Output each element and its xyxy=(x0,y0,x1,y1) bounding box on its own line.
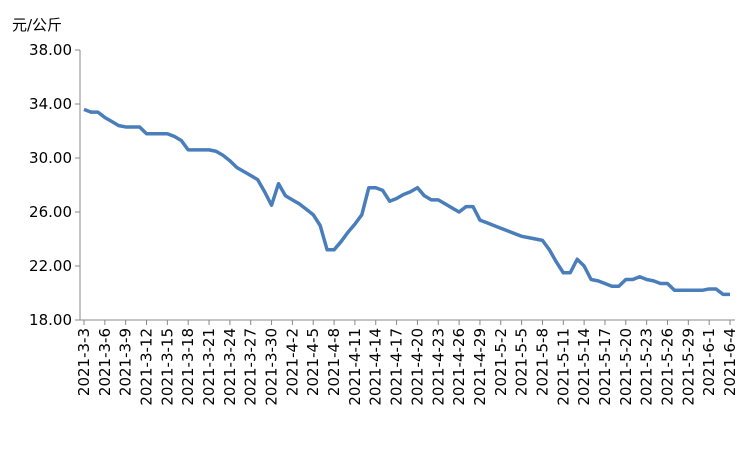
x-tick-label: 2021-4-20 xyxy=(408,328,426,406)
x-tick-label: 2021-6-1 xyxy=(700,328,718,396)
y-axis-label: 元/公斤 xyxy=(12,16,62,34)
y-tick-label: 18.00 xyxy=(29,311,72,329)
x-tick-label: 2021-6-4 xyxy=(721,328,739,396)
x-tick-label: 2021-5-17 xyxy=(596,328,614,406)
x-tick-label: 2021-4-5 xyxy=(304,328,322,396)
x-tick-label: 2021-3-9 xyxy=(117,328,135,396)
x-tick-label: 2021-3-27 xyxy=(242,328,260,406)
x-tick-label: 2021-5-20 xyxy=(617,328,635,406)
x-tick-label: 2021-5-8 xyxy=(533,328,551,396)
x-tick-label: 2021-3-30 xyxy=(263,328,281,406)
x-tick-label: 2021-3-6 xyxy=(96,328,114,396)
x-tick-label: 2021-4-14 xyxy=(367,328,385,406)
x-tick-label: 2021-3-15 xyxy=(158,328,176,406)
x-tick-label: 2021-3-24 xyxy=(221,328,239,406)
x-tick-label: 2021-5-2 xyxy=(492,328,510,396)
x-tick-label: 2021-4-17 xyxy=(388,328,406,406)
x-tick-label: 2021-4-8 xyxy=(325,328,343,396)
x-tick-label: 2021-3-12 xyxy=(138,328,156,406)
series-line xyxy=(83,107,730,297)
y-tick-label: 34.00 xyxy=(29,95,72,113)
x-tick-label: 2021-3-18 xyxy=(179,328,197,406)
x-tick-label: 2021-4-2 xyxy=(283,328,301,396)
y-tick-label: 26.00 xyxy=(29,203,72,221)
y-tick-label: 30.00 xyxy=(29,149,72,167)
x-tick-label: 2021-4-23 xyxy=(429,328,447,406)
x-tick-label: 2021-4-29 xyxy=(471,328,489,406)
x-tick-label: 2021-5-29 xyxy=(679,328,697,406)
x-tick-label: 2021-4-11 xyxy=(346,328,364,406)
x-tick-label: 2021-5-11 xyxy=(554,328,572,406)
x-tick-label: 2021-5-23 xyxy=(638,328,656,406)
x-tick-label: 2021-4-26 xyxy=(450,328,468,406)
x-tick-label: 2021-3-3 xyxy=(75,328,93,396)
x-tick-label: 2021-5-14 xyxy=(575,328,593,406)
x-tick-label: 2021-3-21 xyxy=(200,328,218,406)
x-tick-label: 2021-5-5 xyxy=(513,328,531,396)
x-tick-label: 2021-5-26 xyxy=(658,328,676,406)
y-tick-label: 38.00 xyxy=(29,41,72,59)
y-tick-label: 22.00 xyxy=(29,257,72,275)
